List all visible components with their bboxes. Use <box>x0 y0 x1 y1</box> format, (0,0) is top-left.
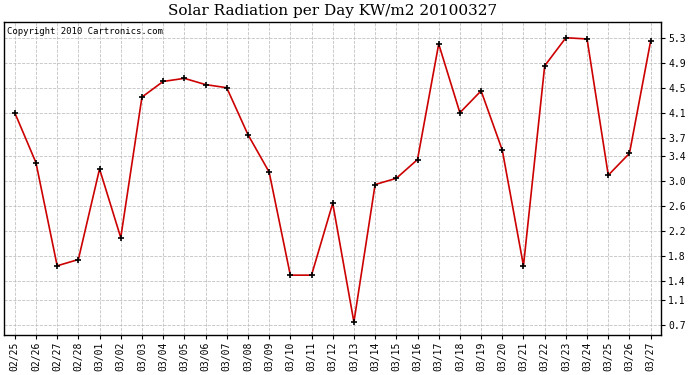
Text: Copyright 2010 Cartronics.com: Copyright 2010 Cartronics.com <box>8 27 164 36</box>
Title: Solar Radiation per Day KW/m2 20100327: Solar Radiation per Day KW/m2 20100327 <box>168 4 497 18</box>
